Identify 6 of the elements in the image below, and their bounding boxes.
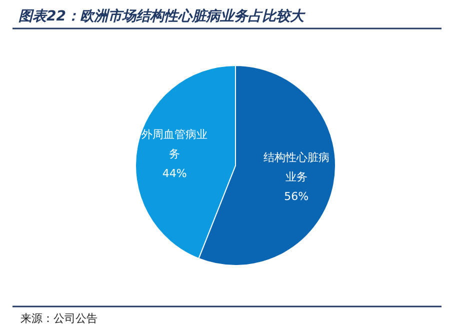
slice-label: 结构性心脏病业务 [263,151,330,184]
slice-label: 外周血管病业务 [142,128,208,160]
chart-title: 图表22：欧洲市场结构性心脏病业务占比较大 [18,8,306,24]
data-label: 44% [162,166,187,180]
data-label: 56% [284,190,309,204]
source-note: 来源：公司公告 [20,312,98,325]
